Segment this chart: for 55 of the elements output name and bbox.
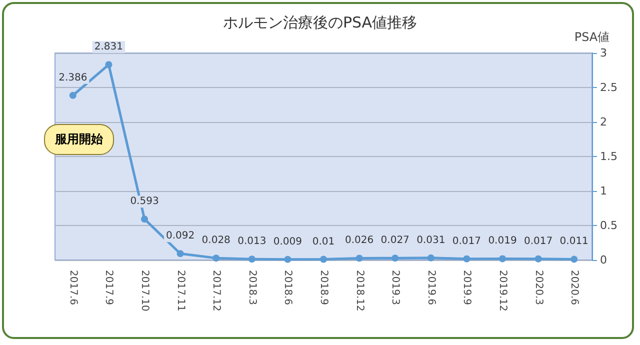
x-tick-label: 2018.3 [246, 270, 258, 305]
point [284, 256, 292, 263]
y-tick-label: 0 [600, 254, 607, 266]
x-tick-label: 2019.9 [461, 270, 472, 305]
data-label: 0.028 [202, 235, 230, 246]
data-label: 2.386 [58, 72, 88, 84]
point [463, 255, 470, 262]
x-tick-label: 2018.9 [318, 270, 329, 305]
point [176, 250, 184, 258]
data-label: 0.092 [166, 230, 195, 242]
data-label: 0.017 [452, 236, 482, 247]
point [248, 256, 256, 263]
point [499, 255, 506, 262]
point [141, 216, 148, 223]
x-tick-label: 2017.12 [210, 270, 222, 312]
x-tick-label: 2018.12 [354, 270, 365, 312]
point [69, 92, 76, 99]
data-label: 0.026 [344, 235, 374, 246]
y-tick-label: 1.5 [600, 150, 618, 163]
data-label: 0.013 [238, 236, 266, 248]
data-label: 0.019 [488, 236, 517, 247]
point [534, 255, 542, 262]
x-tick-label: 2017.6 [67, 270, 78, 305]
x-tick-label: 2019.12 [497, 270, 508, 312]
data-label: 0.031 [416, 234, 446, 246]
y-tick-label: 3 [600, 46, 607, 60]
point [427, 254, 434, 262]
x-tick-label: 2018.6 [282, 270, 294, 305]
x-tick-label: 2019.6 [425, 270, 436, 305]
x-tick-label: 2017.10 [139, 270, 150, 312]
x-tick-label: 2020.3 [532, 270, 544, 305]
data-label: 0.009 [273, 236, 302, 248]
x-tick-label: 2019.3 [390, 270, 401, 305]
point [212, 254, 220, 262]
x-tick-label: 2017.11 [174, 270, 186, 312]
data-label: 0.017 [524, 236, 553, 247]
y-axis-title: PSA値 [574, 30, 610, 44]
y-tick-label: 1 [600, 184, 607, 198]
point [105, 61, 112, 68]
data-label: 2.831 [94, 42, 124, 53]
point [570, 256, 578, 263]
x-tick-label: 2017.9 [103, 270, 114, 305]
chart-title: ホルモン治療後のPSA値推移 [222, 14, 418, 32]
callout-box: 服用開始 [44, 124, 114, 155]
data-label: 0.593 [130, 196, 159, 208]
data-label: 0.011 [560, 236, 588, 248]
point [392, 254, 399, 262]
y-tick-label: 0.5 [600, 219, 618, 232]
y-tick-label: 2 [600, 116, 607, 128]
data-label: 0.01 [312, 236, 335, 248]
y-tick-label: 2.5 [600, 81, 618, 94]
point [356, 254, 363, 262]
point [320, 256, 327, 263]
data-label: 0.027 [380, 235, 410, 246]
x-tick-label: 2020.6 [568, 270, 580, 305]
